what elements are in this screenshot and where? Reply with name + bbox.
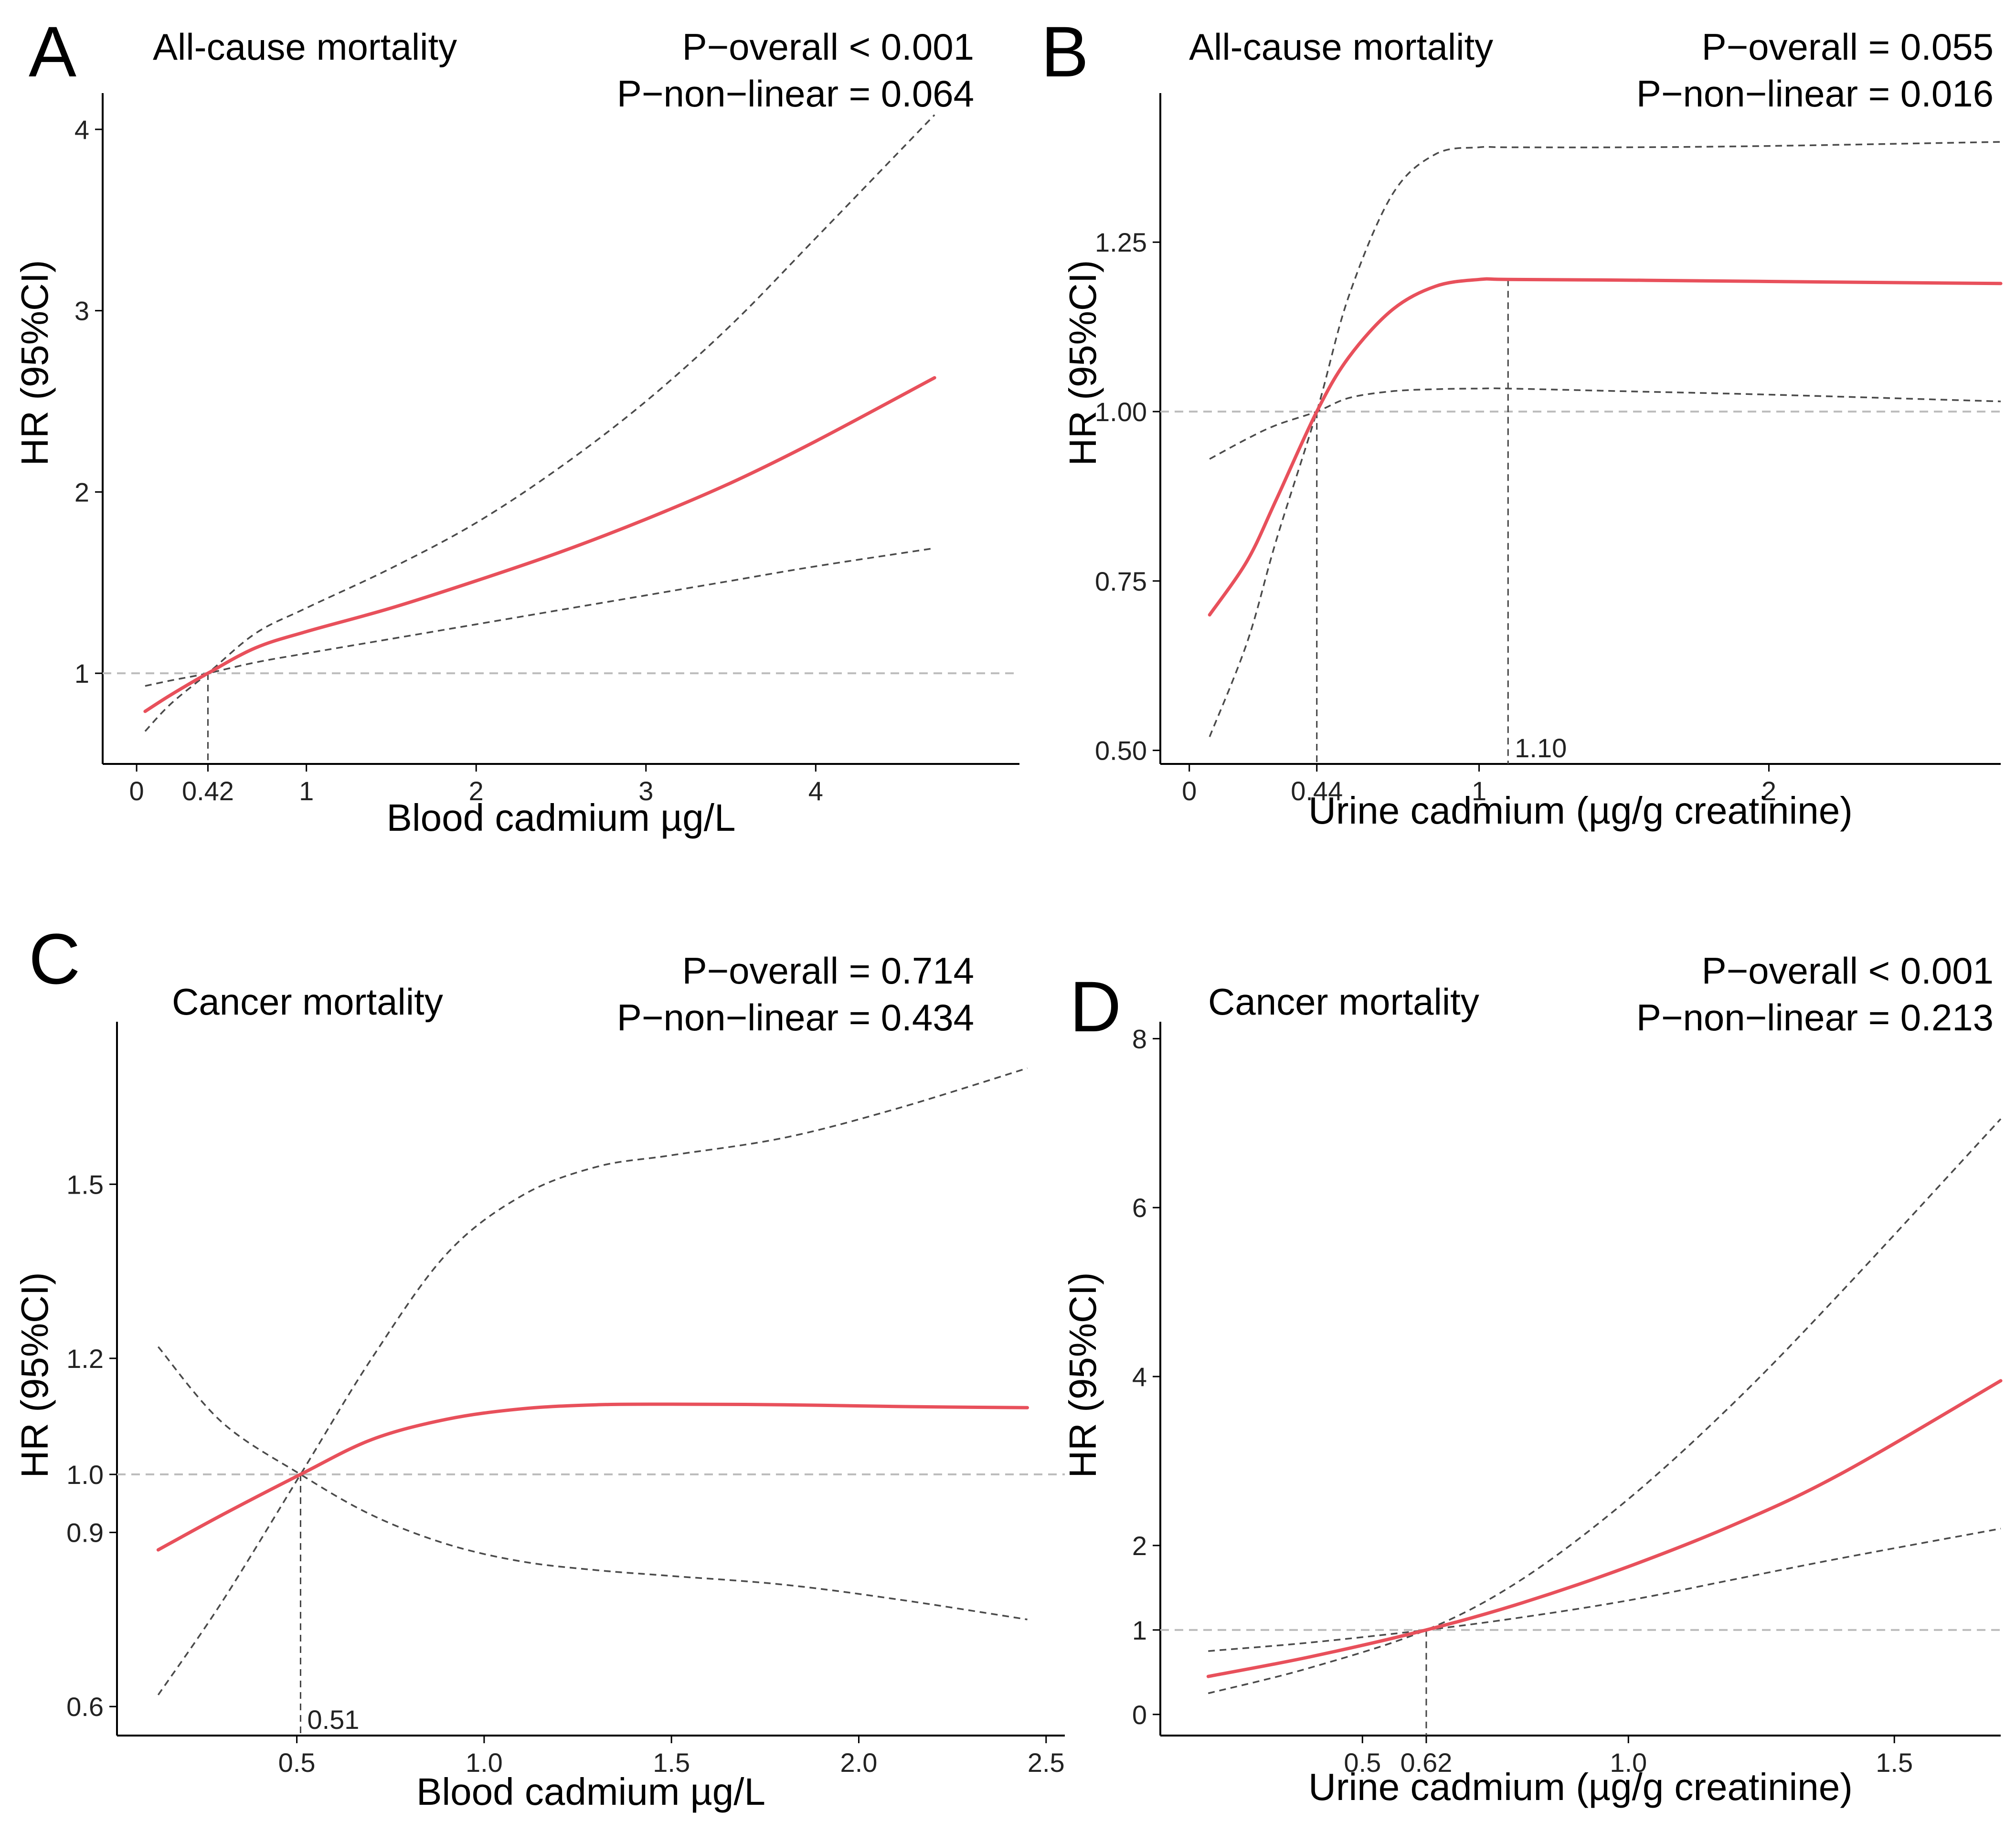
x-tick-label: 3 (638, 776, 653, 806)
x-tick-label: 2.0 (840, 1747, 878, 1778)
panel-title: Cancer mortality (172, 981, 443, 1023)
y-tick-label: 0 (1132, 1700, 1147, 1730)
ci-lower-curve (157, 1346, 1028, 1620)
p-overall: P−overall = 0.714 (682, 950, 974, 992)
ci-lower-curve (1208, 1527, 2001, 1652)
panel-title: All-cause mortality (153, 26, 457, 68)
hr-curve (1208, 277, 2003, 617)
p-overall: P−overall < 0.001 (1702, 950, 1994, 992)
panel-title: All-cause mortality (1189, 26, 1493, 68)
x-axis-label: Urine cadmium (µg/g creatinine) (1308, 789, 1853, 832)
y-tick-label: 6 (1132, 1193, 1147, 1223)
y-axis-label: HR (95%CI) (13, 1272, 56, 1478)
x-tick-label: 0.62 (1400, 1747, 1452, 1778)
y-tick-label: 1.25 (1095, 227, 1147, 257)
x-tick-label: 2 (469, 776, 484, 806)
x-tick-label: 0.42 (182, 776, 234, 806)
panel-b: B All-cause mortality P−overall = 0.055 P−n… (1041, 11, 2003, 832)
y-axis-label: HR (95%CI) (13, 260, 56, 466)
p-overall: P−overall = 0.055 (1702, 26, 1994, 68)
x-axis-label: Blood cadmium µg/L (387, 796, 736, 839)
y-axis-label: HR (95%CI) (1061, 260, 1104, 466)
y-tick-label: 3 (74, 296, 89, 326)
x-tick-label: 1 (1472, 776, 1486, 806)
y-tick-label: 1.0 (66, 1460, 104, 1490)
panel-title: Cancer mortality (1208, 981, 1479, 1023)
hr-curve (1206, 1379, 2003, 1678)
x-tick-label: 1.0 (466, 1747, 503, 1778)
marker-label: 0.51 (307, 1705, 359, 1735)
y-tick-label: 1.00 (1095, 397, 1147, 427)
p-nonlinear: P−non−linear = 0.016 (1636, 73, 1994, 115)
panel-c: C Cancer mortality P−overall = 0.714P−non−… (13, 919, 1065, 1813)
ci-upper-curve (144, 114, 935, 732)
y-tick-label: 4 (1132, 1362, 1147, 1392)
marker-label: 1.10 (1515, 733, 1567, 763)
panel-letter: C (29, 919, 80, 999)
x-tick-label: 0.5 (1344, 1747, 1381, 1778)
y-tick-label: 4 (74, 115, 89, 145)
x-tick-label: 4 (808, 776, 823, 806)
y-tick-label: 1.5 (66, 1169, 104, 1199)
hr-curve (143, 376, 936, 713)
y-tick-label: 1 (74, 658, 89, 688)
p-nonlinear: P−non−linear = 0.434 (617, 996, 974, 1038)
ci-upper-curve (1208, 1118, 2002, 1694)
x-tick-label: 0 (129, 776, 144, 806)
y-tick-label: 0.75 (1095, 566, 1147, 596)
y-tick-label: 0.6 (66, 1692, 104, 1722)
panel-letter: A (29, 11, 76, 92)
x-tick-label: 0 (1182, 776, 1197, 806)
x-tick-label: 1 (299, 776, 314, 806)
ci-lower-curve (145, 547, 935, 687)
x-tick-label: 2 (1761, 776, 1776, 806)
x-tick-label: 0.44 (1291, 776, 1343, 806)
y-axis-label: HR (95%CI) (1061, 1272, 1104, 1478)
x-tick-label: 0.5 (278, 1747, 316, 1778)
panel-a: A All-cause mortality P−overall < 0.001 P−n… (13, 11, 1019, 839)
y-tick-label: 0.9 (66, 1518, 104, 1548)
ci-upper-curve (1209, 141, 2001, 737)
x-axis-label: Urine cadmium (µg/g creatinine) (1308, 1766, 1853, 1808)
x-tick-label: 1.0 (1610, 1747, 1647, 1778)
x-tick-label: 2.5 (1028, 1747, 1065, 1778)
p-nonlinear: P−non−linear = 0.064 (617, 73, 974, 115)
ci-upper-curve (157, 1067, 1028, 1695)
x-tick-label: 1.5 (653, 1747, 690, 1778)
panel-d: D Cancer mortality P−overall < 0.001P−non−… (1061, 950, 2003, 1808)
x-tick-label: 1.5 (1876, 1747, 1913, 1778)
y-tick-label: 2 (1132, 1531, 1147, 1561)
y-tick-label: 0.50 (1095, 736, 1147, 766)
y-tick-label: 2 (74, 477, 89, 507)
panel-letter: D (1070, 966, 1121, 1047)
ci-lower-curve (1209, 387, 2001, 460)
x-axis-label: Blood cadmium µg/L (416, 1770, 765, 1813)
panel-letter: B (1041, 11, 1089, 92)
y-tick-label: 1.2 (66, 1344, 104, 1374)
hr-curve (156, 1402, 1029, 1552)
p-overall: P−overall < 0.001 (682, 26, 974, 68)
p-nonlinear: P−non−linear = 0.213 (1636, 996, 1994, 1038)
y-tick-label: 8 (1132, 1024, 1147, 1054)
y-tick-label: 1 (1132, 1615, 1147, 1645)
